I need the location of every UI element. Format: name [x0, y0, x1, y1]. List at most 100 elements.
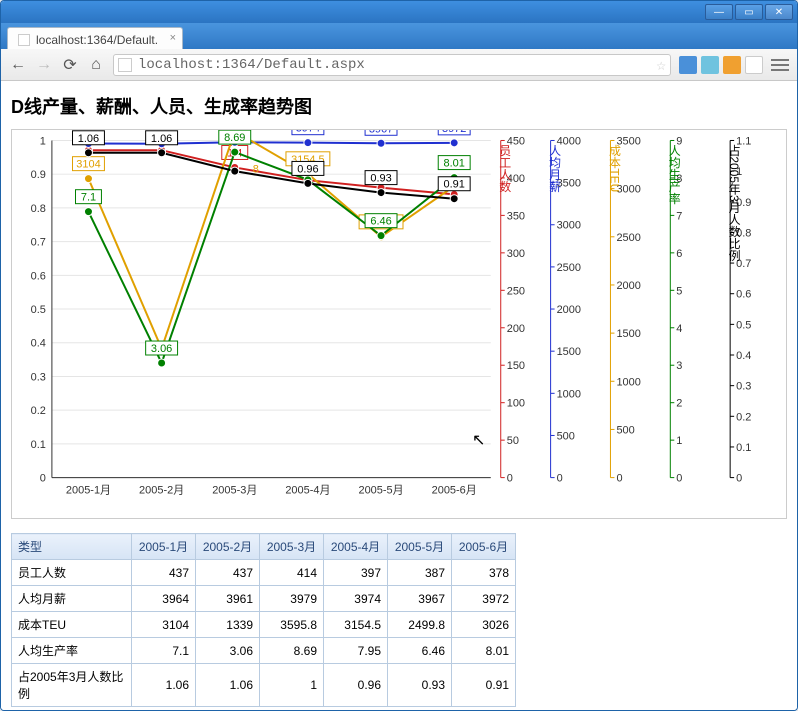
svg-text:0.2: 0.2 [736, 411, 751, 423]
svg-text:1: 1 [40, 135, 46, 147]
svg-text:2005-6月: 2005-6月 [432, 485, 477, 497]
data-table: 类型2005-1月2005-2月2005-3月2005-4月2005-5月200… [11, 533, 516, 707]
extension-icon-1[interactable] [679, 56, 697, 74]
table-cell: 3961 [196, 586, 260, 612]
table-cell: 6.46 [388, 638, 452, 664]
table-header-col: 2005-3月 [260, 534, 324, 560]
table-cell: 387 [388, 560, 452, 586]
browser-window: ― ▭ ✕ localhost:1364/Default. × ← → ⟳ ⌂ … [0, 0, 798, 711]
table-row: 占2005年3月人数比例1.061.0610.960.930.91 [12, 664, 516, 707]
svg-text:人均月薪: 人均月薪 [548, 144, 562, 192]
svg-text:0.6: 0.6 [736, 289, 751, 301]
svg-text:1.06: 1.06 [78, 133, 99, 145]
table-cell: 437 [132, 560, 196, 586]
svg-text:0: 0 [507, 473, 513, 485]
tab-title: localhost:1364/Default. [36, 33, 158, 47]
table-header-col: 2005-4月 [324, 534, 388, 560]
svg-text:1500: 1500 [616, 328, 640, 340]
svg-text:0: 0 [676, 473, 682, 485]
table-cell: 3979 [260, 586, 324, 612]
svg-text:350: 350 [507, 210, 525, 222]
table-header-col: 2005-1月 [132, 534, 196, 560]
table-cell: 3967 [388, 586, 452, 612]
browser-tabbar: localhost:1364/Default. × [1, 23, 797, 49]
svg-text:4: 4 [676, 323, 682, 335]
table-header-col: 2005-2月 [196, 534, 260, 560]
close-button[interactable]: ✕ [765, 4, 793, 20]
svg-text:0.5: 0.5 [736, 319, 751, 331]
svg-text:0.4: 0.4 [736, 350, 751, 362]
svg-text:1.06: 1.06 [151, 133, 172, 145]
svg-text:2005-3月: 2005-3月 [212, 485, 257, 497]
svg-text:7.1: 7.1 [81, 192, 96, 204]
chart-svg: 00.10.20.30.40.50.60.70.80.912005-1月2005… [12, 130, 786, 518]
svg-text:2005-5月: 2005-5月 [358, 485, 403, 497]
svg-text:0.3: 0.3 [31, 371, 46, 383]
table-header-col: 2005-6月 [452, 534, 516, 560]
extension-icon-4[interactable] [745, 56, 763, 74]
svg-text:0: 0 [557, 473, 563, 485]
address-bar[interactable]: localhost:1364/Default.aspx ☆ [113, 54, 671, 76]
svg-text:5: 5 [676, 285, 682, 297]
svg-text:2: 2 [676, 398, 682, 410]
table-cell: 437 [196, 560, 260, 586]
svg-text:人均生产率: 人均生产率 [667, 144, 681, 204]
back-button[interactable]: ← [9, 56, 27, 74]
svg-text:0.91: 0.91 [444, 179, 465, 191]
svg-text:员工人数: 员工人数 [498, 144, 512, 192]
svg-text:150: 150 [507, 360, 525, 372]
extension-icons [679, 56, 763, 74]
page-content: D线产量、薪酬、人员、生成率趋势图 00.10.20.30.40.50.60.7… [1, 81, 797, 710]
chrome-menu-icon[interactable] [771, 59, 789, 71]
svg-text:0.1: 0.1 [31, 439, 46, 451]
table-row: 员工人数437437414397387378 [12, 560, 516, 586]
table-cell: 3026 [452, 612, 516, 638]
minimize-button[interactable]: ― [705, 4, 733, 20]
row-label: 员工人数 [12, 560, 132, 586]
reload-button[interactable]: ⟳ [61, 56, 79, 74]
svg-text:8.01: 8.01 [444, 158, 465, 170]
browser-tab[interactable]: localhost:1364/Default. × [7, 27, 183, 49]
svg-text:6.46: 6.46 [370, 216, 391, 228]
svg-text:3000: 3000 [557, 220, 581, 232]
svg-text:3.06: 3.06 [151, 343, 172, 355]
svg-text:2005-2月: 2005-2月 [139, 485, 184, 497]
table-row: 人均生产率7.13.068.697.956.468.01 [12, 638, 516, 664]
svg-text:0.9: 0.9 [31, 169, 46, 181]
extension-icon-2[interactable] [701, 56, 719, 74]
table-cell: 0.91 [452, 664, 516, 707]
table-header-type: 类型 [12, 534, 132, 560]
svg-text:250: 250 [507, 285, 525, 297]
url-text: localhost:1364/Default.aspx [138, 57, 365, 73]
trend-chart: 00.10.20.30.40.50.60.70.80.912005-1月2005… [11, 129, 787, 519]
svg-text:0: 0 [40, 473, 46, 485]
forward-button[interactable]: → [35, 56, 53, 74]
bookmark-star-icon[interactable]: ☆ [656, 55, 666, 75]
page-title: D线产量、薪酬、人员、生成率趋势图 [11, 93, 787, 119]
svg-text:0.2: 0.2 [31, 405, 46, 417]
row-label: 占2005年3月人数比例 [12, 664, 132, 707]
table-cell: 2499.8 [388, 612, 452, 638]
svg-text:7: 7 [676, 210, 682, 222]
svg-text:0.93: 0.93 [370, 173, 391, 185]
svg-text:0.4: 0.4 [31, 338, 46, 350]
table-cell: 414 [260, 560, 324, 586]
svg-text:3: 3 [676, 360, 682, 372]
table-header-col: 2005-5月 [388, 534, 452, 560]
svg-text:500: 500 [557, 430, 575, 442]
svg-text:0: 0 [616, 473, 622, 485]
svg-text:0.8: 0.8 [31, 203, 46, 215]
svg-text:200: 200 [507, 323, 525, 335]
home-button[interactable]: ⌂ [87, 56, 105, 74]
row-label: 人均月薪 [12, 586, 132, 612]
row-label: 人均生产率 [12, 638, 132, 664]
table-cell: 1.06 [196, 664, 260, 707]
svg-text:占2005年3月人数比例: 占2005年3月人数比例 [727, 143, 741, 261]
tab-close-icon[interactable]: × [170, 32, 176, 44]
maximize-button[interactable]: ▭ [735, 4, 763, 20]
extension-icon-3[interactable] [723, 56, 741, 74]
svg-text:1: 1 [676, 435, 682, 447]
svg-text:2500: 2500 [616, 232, 640, 244]
svg-text:8: 8 [253, 164, 259, 176]
table-cell: 1.06 [132, 664, 196, 707]
